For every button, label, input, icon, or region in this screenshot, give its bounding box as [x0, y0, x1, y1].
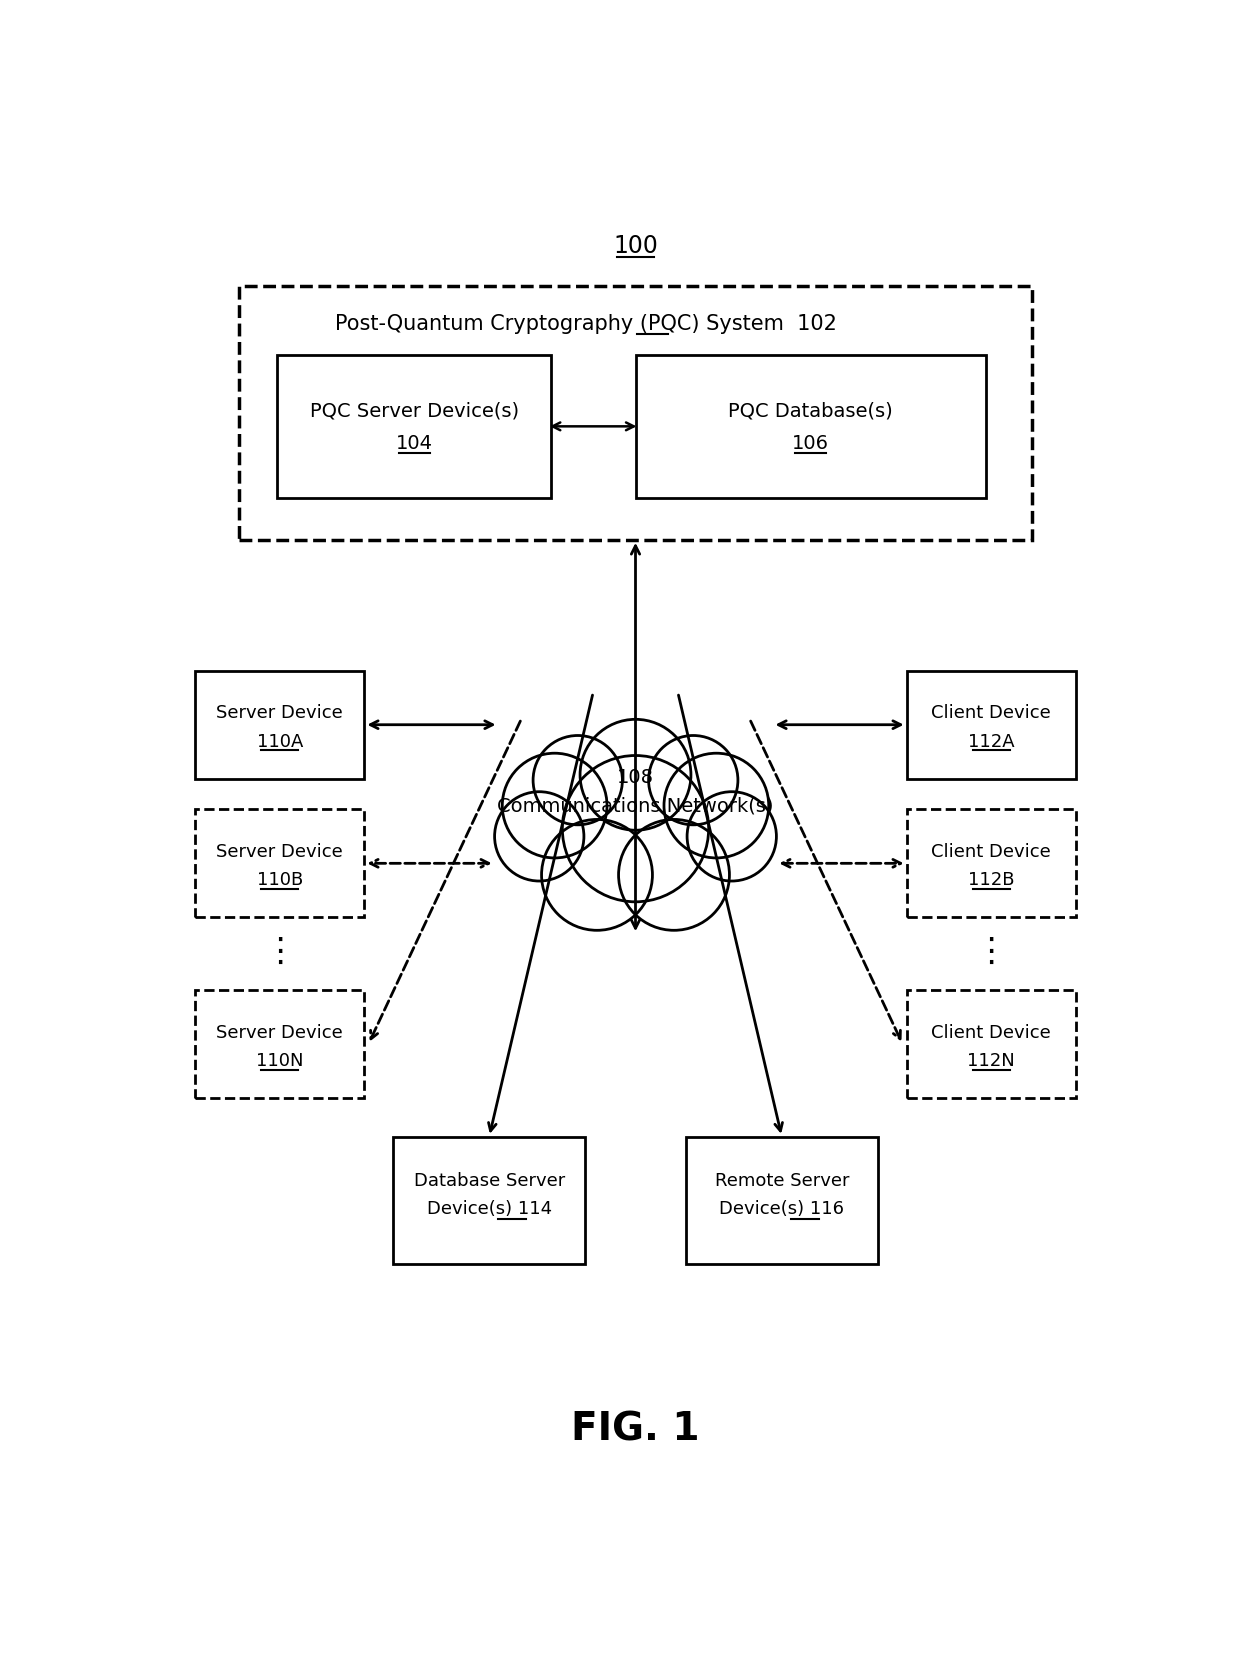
Text: 106: 106	[792, 434, 830, 453]
Circle shape	[533, 736, 622, 825]
Text: Client Device: Client Device	[931, 1024, 1052, 1042]
Text: Server Device: Server Device	[217, 704, 343, 722]
Bar	[635, 355, 986, 498]
Circle shape	[663, 753, 769, 858]
Bar	[195, 670, 365, 779]
Circle shape	[687, 791, 776, 882]
Bar	[195, 810, 365, 917]
Circle shape	[542, 820, 652, 930]
Text: Post-Quantum Cryptography (PQC) System  102: Post-Quantum Cryptography (PQC) System 1…	[335, 315, 837, 334]
Text: Database Server: Database Server	[414, 1172, 565, 1190]
Bar	[195, 991, 365, 1098]
Text: PQC Server Device(s): PQC Server Device(s)	[310, 402, 518, 421]
Text: FIG. 1: FIG. 1	[572, 1410, 699, 1448]
Bar	[906, 670, 1076, 779]
Bar	[906, 810, 1076, 917]
Bar	[278, 355, 551, 498]
Text: 100: 100	[613, 233, 658, 258]
Text: Server Device: Server Device	[217, 1024, 343, 1042]
Circle shape	[580, 719, 691, 830]
Bar	[906, 991, 1076, 1098]
Text: 110A: 110A	[257, 732, 303, 751]
Circle shape	[502, 753, 608, 858]
Text: ⋮: ⋮	[975, 935, 1008, 969]
Bar	[686, 1136, 878, 1264]
Text: Device(s) 114: Device(s) 114	[427, 1200, 552, 1218]
Text: 110B: 110B	[257, 872, 303, 890]
Circle shape	[619, 820, 729, 930]
Circle shape	[495, 791, 584, 882]
Text: 112B: 112B	[968, 872, 1014, 890]
Text: Device(s) 116: Device(s) 116	[719, 1200, 844, 1218]
Text: 104: 104	[396, 434, 433, 453]
Text: Client Device: Client Device	[931, 843, 1052, 861]
Text: Communications Network(s): Communications Network(s)	[497, 796, 774, 815]
Text: 112N: 112N	[967, 1053, 1016, 1071]
Text: Server Device: Server Device	[217, 843, 343, 861]
Text: PQC Database(s): PQC Database(s)	[728, 402, 893, 421]
Bar	[239, 287, 1032, 540]
Text: Remote Server: Remote Server	[714, 1172, 849, 1190]
Text: 112A: 112A	[968, 732, 1014, 751]
Text: ⋮: ⋮	[263, 935, 296, 969]
Circle shape	[649, 736, 738, 825]
Circle shape	[563, 756, 708, 902]
Text: 108: 108	[618, 768, 653, 786]
Text: Client Device: Client Device	[931, 704, 1052, 722]
Text: 110N: 110N	[255, 1053, 304, 1071]
Bar	[393, 1136, 585, 1264]
